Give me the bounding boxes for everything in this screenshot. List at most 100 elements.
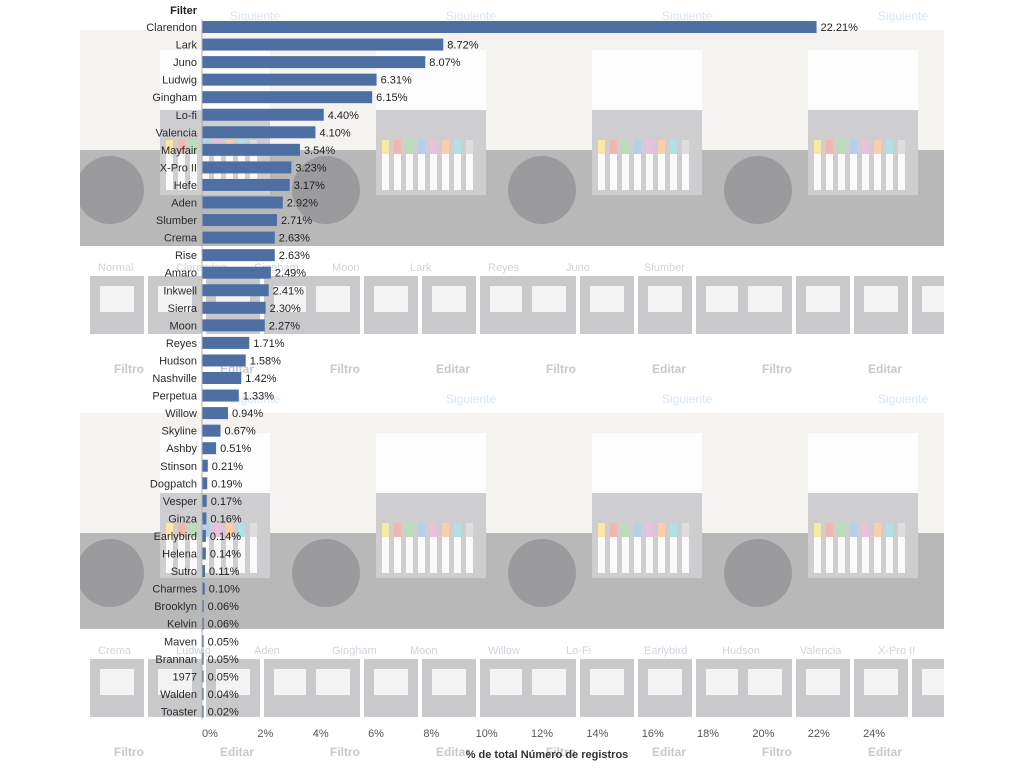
bar — [202, 582, 205, 595]
bar — [202, 196, 283, 209]
x-tick-label: 6% — [368, 728, 384, 740]
bar — [202, 161, 292, 174]
bar — [202, 143, 300, 156]
value-label: 0.06% — [208, 601, 239, 613]
category-label: Lo-fi — [176, 110, 197, 122]
value-label: 2.71% — [281, 215, 312, 227]
bar — [202, 617, 204, 630]
bar — [202, 512, 207, 525]
bar — [202, 126, 316, 139]
category-label: Aden — [171, 198, 197, 210]
value-label: 2.30% — [270, 303, 301, 315]
x-tick-label: 22% — [808, 728, 830, 740]
x-tick-label: 8% — [423, 728, 439, 740]
x-axis: 0% 2% 4% 6% 8% 10% 12% 14% 16% 18% 20% 22% 24% — [202, 728, 885, 740]
bar — [202, 670, 204, 683]
bar — [202, 249, 275, 262]
bar — [202, 91, 373, 104]
value-label: 0.06% — [208, 619, 239, 631]
category-label: Maven — [164, 636, 197, 648]
value-label: 8.72% — [447, 40, 478, 52]
bar — [202, 301, 266, 314]
category-label: 1977 — [173, 671, 197, 683]
value-label: 3.54% — [304, 145, 335, 157]
bar — [202, 73, 377, 86]
value-label: 0.67% — [225, 426, 256, 438]
value-label: 1.71% — [253, 338, 284, 350]
value-label: 22.21% — [821, 22, 859, 34]
x-tick-label: 12% — [531, 728, 553, 740]
x-tick-label: 14% — [586, 728, 608, 740]
bar — [202, 354, 246, 367]
category-label: Juno — [173, 57, 197, 69]
value-label: 3.23% — [295, 162, 326, 174]
value-label: 0.19% — [211, 478, 242, 490]
category-label: Reyes — [166, 338, 198, 350]
category-label: X-Pro II — [160, 162, 197, 174]
category-label: Ludwig — [162, 75, 197, 87]
category-label: Clarendon — [146, 22, 197, 34]
value-label: 4.40% — [328, 110, 359, 122]
value-label: 1.33% — [243, 391, 274, 403]
bar — [202, 336, 250, 349]
bar — [202, 477, 208, 490]
value-label: 1.42% — [245, 373, 276, 385]
x-tick-label: 20% — [752, 728, 774, 740]
value-label: 6.31% — [381, 75, 412, 87]
category-label: Valencia — [156, 127, 198, 139]
value-label: 4.10% — [319, 127, 350, 139]
bar — [202, 108, 324, 121]
bar — [202, 266, 271, 279]
category-label: Stinson — [160, 461, 197, 473]
value-label: 0.05% — [208, 654, 239, 666]
bar — [202, 231, 275, 244]
x-tick-label: 18% — [697, 728, 719, 740]
category-label: Toaster — [161, 706, 197, 718]
x-tick-label: 0% — [202, 728, 218, 740]
category-label: Mayfair — [161, 145, 197, 157]
bar — [202, 214, 277, 227]
category-label: Vesper — [163, 496, 198, 508]
bar — [202, 407, 229, 420]
bar — [202, 372, 242, 384]
value-label: 0.05% — [208, 671, 239, 683]
category-label: Skyline — [162, 426, 197, 438]
category-label: Kelvin — [167, 619, 197, 631]
bar — [202, 600, 204, 613]
category-label: Gingham — [152, 92, 197, 104]
bar — [202, 565, 206, 578]
value-label: 0.11% — [209, 566, 240, 578]
bar — [202, 319, 265, 332]
bar — [202, 652, 204, 665]
category-label: Sutro — [171, 566, 197, 578]
category-label: Hudson — [159, 355, 197, 367]
category-label: Rise — [175, 250, 197, 262]
value-label: 2.41% — [273, 285, 304, 297]
x-tick-label: 2% — [257, 728, 273, 740]
category-label: Perpetua — [152, 391, 198, 403]
x-tick-label: 10% — [476, 728, 498, 740]
bar — [202, 687, 204, 700]
bar — [202, 21, 817, 33]
category-label: Nashville — [152, 373, 197, 385]
category-label: Brooklyn — [154, 601, 197, 613]
value-label: 6.15% — [376, 92, 407, 104]
category-label: Slumber — [156, 215, 197, 227]
bar — [202, 459, 208, 472]
x-tick-label: 4% — [313, 728, 329, 740]
category-label: Inkwell — [163, 285, 197, 297]
x-axis-title: % de total Número de registros — [466, 749, 629, 761]
value-label: 3.17% — [294, 180, 325, 192]
category-label: Ashby — [166, 443, 197, 455]
category-label: Earlybird — [154, 531, 197, 543]
value-label: 0.51% — [220, 443, 251, 455]
value-label: 0.02% — [208, 706, 239, 718]
value-label: 0.17% — [211, 496, 242, 508]
bars-group: Clarendon 22.21% Lark 8.72% Juno 8.07% Ludwig 6… — [146, 19, 859, 720]
bar — [202, 284, 269, 297]
value-label: 0.94% — [232, 408, 263, 420]
category-label: Charmes — [152, 584, 197, 596]
category-label: Walden — [160, 689, 197, 701]
